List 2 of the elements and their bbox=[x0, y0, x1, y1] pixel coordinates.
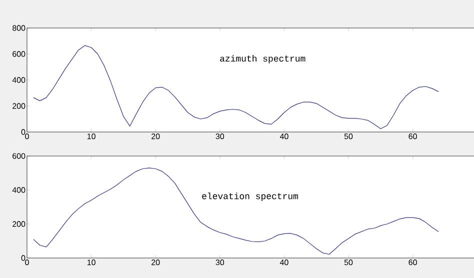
annotation: elevation spectrum bbox=[202, 192, 298, 201]
annotation: azimuth spectrum bbox=[220, 55, 306, 64]
